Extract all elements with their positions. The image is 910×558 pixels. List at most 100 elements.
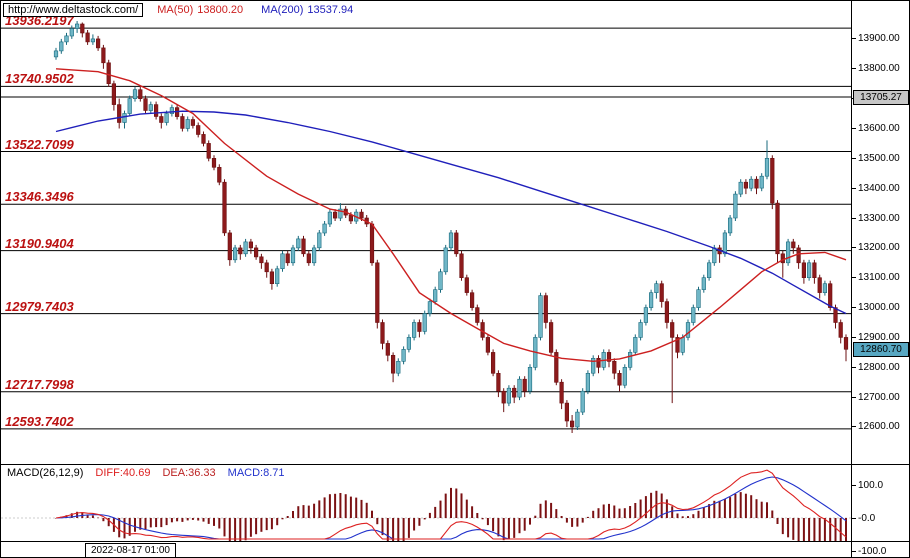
panel-divider[interactable] — [1, 464, 909, 465]
macd-histogram-bar — [344, 494, 347, 518]
macd-histogram-bar — [739, 492, 742, 518]
candle-body — [480, 322, 485, 338]
macd-histogram-bar — [644, 496, 647, 518]
macd-histogram-bar — [160, 518, 163, 528]
macd-histogram-bar — [255, 518, 258, 535]
macd-histogram-bar — [144, 518, 147, 530]
macd-dea-value: DEA:36.33 — [162, 467, 216, 479]
macd-histogram-bar — [170, 518, 173, 523]
candle-body — [132, 89, 138, 99]
candle-body — [206, 143, 211, 159]
macd-histogram-bar — [349, 496, 352, 518]
candle-body — [238, 247, 243, 255]
level-price-label: 12717.7998 — [5, 376, 74, 392]
candlestick-chart[interactable] — [1, 1, 851, 464]
macd-histogram-bar — [360, 499, 363, 518]
candle-body — [801, 262, 806, 278]
candle-body — [585, 372, 590, 392]
candle-body — [559, 381, 564, 404]
macd-histogram-bar — [602, 504, 605, 518]
candle-body — [785, 241, 791, 264]
candle-body — [185, 119, 190, 129]
candle-body — [59, 41, 64, 52]
price-tick: 13900.00 — [852, 33, 900, 45]
candle-body — [764, 158, 770, 177]
candle-body — [411, 322, 417, 338]
macd-histogram-bar — [787, 518, 790, 538]
candle-body — [180, 116, 185, 129]
candle-body — [217, 167, 222, 183]
macd-histogram-bar — [86, 514, 89, 518]
macd-histogram-bar — [560, 516, 563, 518]
macd-histogram-bar — [834, 518, 837, 541]
price-chart-panel[interactable]: 13936.2197 13740.9502 13522.7099 13346.3496… — [1, 1, 851, 464]
macd-histogram-bar — [202, 518, 205, 522]
candle-body — [222, 181, 227, 234]
candle-body — [754, 178, 759, 189]
candle-body — [496, 372, 501, 392]
macd-histogram-bar — [755, 499, 758, 518]
macd-histogram-bar — [91, 515, 94, 518]
macd-histogram-bar — [808, 518, 811, 541]
candle-body — [201, 134, 206, 144]
macd-diff-value: DIFF:40.69 — [95, 467, 151, 479]
macd-histogram-bar — [386, 518, 389, 541]
macd-histogram-bar — [555, 509, 558, 518]
macd-histogram-bar — [813, 518, 816, 541]
macd-histogram-bar — [492, 518, 495, 532]
macd-histogram-bar — [497, 518, 500, 537]
macd-histogram-bar — [718, 500, 721, 518]
candle-body — [575, 411, 580, 428]
candle-body — [522, 378, 527, 392]
candle-body — [617, 372, 622, 386]
macd-histogram-bar — [629, 506, 632, 518]
candle-body — [348, 214, 354, 222]
macd-histogram-bar — [476, 513, 479, 518]
macd-tick: 100.0 — [852, 479, 883, 491]
candle-body — [680, 337, 685, 353]
macd-histogram-bar — [823, 518, 826, 541]
macd-histogram-bar — [818, 518, 821, 541]
macd-histogram-bar — [297, 506, 300, 518]
candle-body — [64, 35, 69, 43]
macd-histogram-bar — [481, 518, 484, 520]
candle-body — [654, 283, 659, 294]
ma200-legend: MA(200) 13537.94 — [261, 4, 357, 16]
price-axis[interactable]: 13900.0013800.0013700.0013600.0013500.00… — [851, 1, 909, 557]
candle-body — [548, 322, 554, 353]
ma200-value: 13537.94 — [307, 4, 354, 16]
candle-body — [96, 38, 101, 49]
candle-body — [111, 83, 116, 105]
candle-body — [306, 253, 311, 264]
candle-body — [469, 292, 475, 308]
deltastock-url[interactable]: http://www.deltastock.com/ — [3, 3, 144, 17]
macd-histogram-bar — [797, 518, 800, 541]
candle-body — [475, 307, 480, 323]
macd-params: MACD(26,12,9) — [7, 467, 84, 479]
macd-histogram-bar — [434, 506, 437, 518]
macd-histogram-bar — [539, 503, 542, 518]
candle-body — [506, 387, 512, 404]
macd-histogram-bar — [702, 507, 705, 518]
time-axis[interactable]: 2022-08-17 01:00 — [1, 542, 851, 557]
candle-body — [196, 125, 201, 135]
candle-body — [433, 289, 438, 302]
macd-histogram-bar — [355, 497, 358, 518]
candle-body — [691, 307, 696, 323]
macd-panel[interactable] — [1, 465, 851, 541]
candle-body — [427, 301, 433, 314]
macd-histogram-bar — [665, 499, 668, 518]
level-price-label: 13740.9502 — [5, 71, 74, 87]
macd-histogram-bar — [523, 518, 526, 531]
candle-body — [622, 366, 627, 386]
macd-histogram-bar — [671, 506, 674, 518]
candle-body — [311, 247, 317, 264]
macd-histogram-bar — [402, 518, 405, 541]
candle-body — [822, 283, 827, 294]
candle-body — [69, 28, 74, 37]
candle-body — [685, 322, 691, 338]
ma200-label: MA(200) — [261, 4, 304, 16]
candle-body — [564, 402, 569, 422]
candle-body — [275, 268, 280, 284]
macd-histogram-bar — [455, 488, 458, 518]
